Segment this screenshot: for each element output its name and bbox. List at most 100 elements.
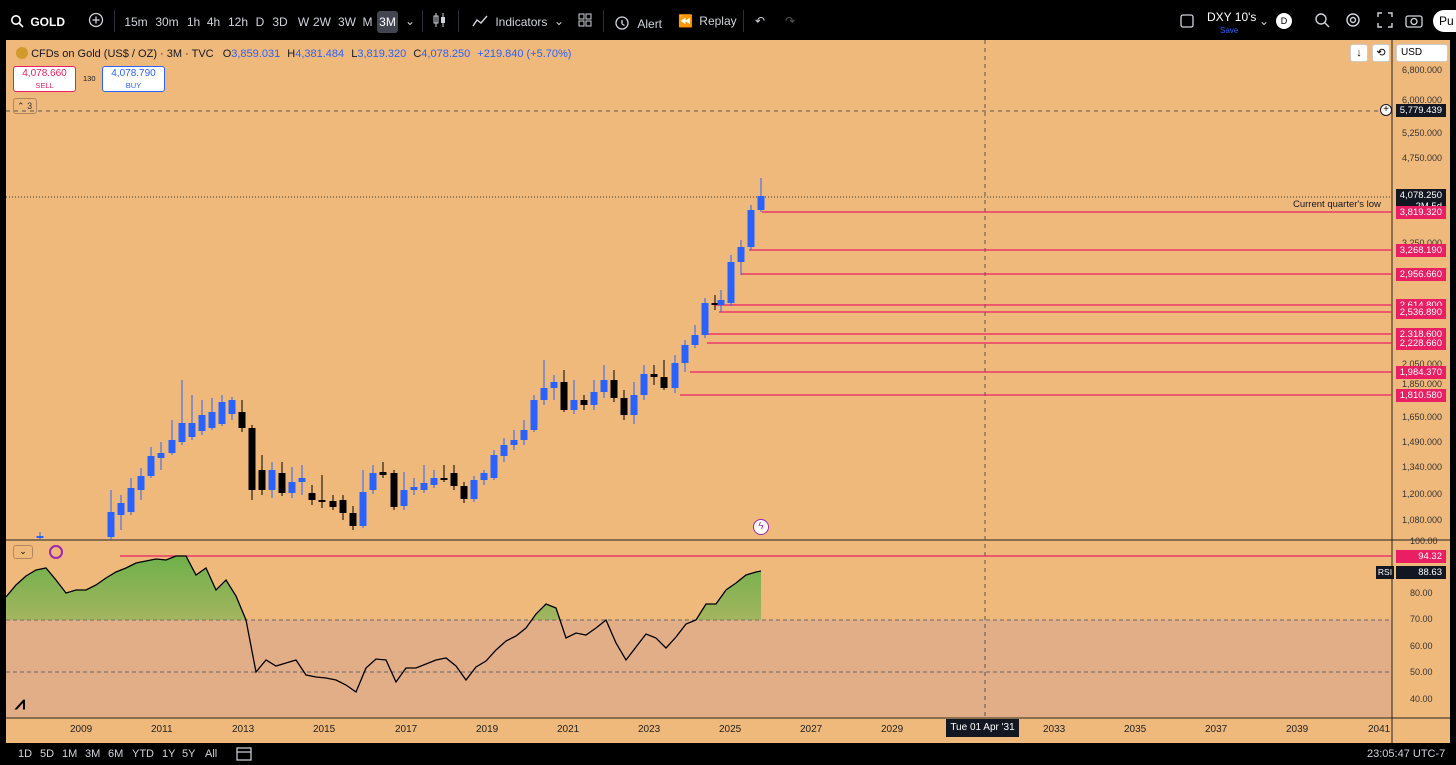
timeframe-2W[interactable]: 2W [313, 15, 331, 29]
plus-circle-icon [88, 12, 104, 28]
candle-body [590, 392, 598, 405]
range-all[interactable]: All [205, 748, 218, 760]
candle-body [717, 300, 725, 305]
chevron-down-icon[interactable]: ⌄ [1259, 14, 1270, 28]
range-5y[interactable]: 5Y [182, 748, 196, 760]
publish-button[interactable]: Pu [1433, 10, 1456, 32]
sell-label: SELL [35, 81, 54, 90]
rsi-tick: 60.00 [1410, 641, 1433, 651]
ohlc-low: L3,819.320 [351, 48, 407, 60]
candle-body [228, 400, 236, 414]
candle-body [460, 486, 468, 499]
timeframe-4h[interactable]: 4h [206, 15, 221, 29]
indicators-collapse-toggle[interactable]: ⌃ 3 [13, 98, 37, 114]
candle-body [430, 478, 438, 485]
chevron-down-icon[interactable]: ⌄ [405, 14, 416, 28]
divider [114, 10, 115, 32]
indicators-button[interactable]: Indicators [472, 12, 547, 30]
price-tick: 3,250.000 [1402, 238, 1443, 248]
time-tick: 2039 [1286, 724, 1309, 735]
time-tick: 2025 [719, 724, 742, 735]
undo-icon[interactable]: ↶ [755, 14, 766, 28]
candle-body [208, 412, 216, 428]
range-6m[interactable]: 6M [108, 748, 124, 760]
price-tick: 1,490.000 [1402, 437, 1443, 447]
layout-save-label[interactable]: Save [1220, 26, 1239, 35]
lightning-event-icon[interactable]: ϟ [753, 519, 769, 535]
candle-body [369, 473, 377, 490]
candle-body [600, 380, 608, 392]
timeframe-3W[interactable]: 3W [338, 15, 356, 29]
range-1y[interactable]: 1Y [162, 748, 176, 760]
candle-body [530, 400, 538, 430]
refresh-icon[interactable]: ⟲ [1372, 44, 1390, 62]
timeframe-1h[interactable]: 1h [186, 15, 201, 29]
rsi-level-tag: 94.32 [1396, 550, 1446, 563]
candle-body [127, 488, 135, 512]
alert-label: Alert [637, 17, 663, 31]
candle-body [701, 303, 709, 335]
layout-toggle[interactable] [1180, 12, 1194, 30]
price-tick: 6,000.000 [1402, 95, 1443, 105]
chevron-down-icon[interactable]: ⌄ [554, 14, 565, 28]
symbol-search[interactable]: GOLD [10, 12, 65, 30]
arrow-down-icon[interactable]: ↓ [1350, 44, 1368, 62]
candle-body [450, 473, 458, 486]
rsi-tick: 50.00 [1410, 667, 1433, 677]
buy-button[interactable]: 4,078.790 BUY [102, 66, 165, 92]
candle-body [727, 262, 735, 303]
timeframe-M[interactable]: M [362, 15, 373, 29]
price-tick: 1,850.000 [1402, 379, 1443, 389]
candle-body [36, 536, 44, 538]
timeframe-3D[interactable]: 3D [272, 15, 288, 29]
range-5d[interactable]: 5D [40, 748, 55, 760]
timeframe-30m[interactable]: 30m [155, 15, 179, 29]
price-tick: 2,050.000 [1402, 359, 1443, 369]
sell-button[interactable]: 4,078.660 SELL [13, 66, 76, 92]
candle-body [379, 472, 387, 475]
range-1m[interactable]: 1M [62, 748, 78, 760]
add-alert-icon[interactable]: + [1380, 104, 1392, 116]
range-ytd[interactable]: YTD [132, 748, 154, 760]
timeframe-3M[interactable]: 3M [377, 11, 398, 33]
chevron-up-icon: ⌃ [17, 101, 25, 111]
timeframe-15m[interactable]: 15m [124, 15, 148, 29]
candle-body [671, 363, 679, 388]
candle-body [520, 430, 528, 440]
timeframe-D[interactable]: D [255, 15, 265, 29]
timeframe-12h[interactable]: 12h [227, 15, 249, 29]
rsi-tick: 40.00 [1410, 694, 1433, 704]
grid-icon [578, 13, 592, 27]
buy-price: 4,078.790 [111, 68, 156, 79]
alert-button[interactable]: Alert [614, 12, 663, 31]
redo-icon[interactable]: ↷ [785, 14, 796, 28]
rsi-indicator-icon[interactable] [49, 545, 63, 559]
candle-body [137, 476, 145, 490]
time-tick: 2029 [881, 724, 904, 735]
candle-body [630, 395, 638, 415]
level-price-tag: 3,268.190 [1396, 244, 1446, 257]
rsi-collapse-toggle[interactable]: ⌄ [13, 545, 33, 559]
candle-body [268, 470, 276, 490]
clock-label[interactable]: 23:05:47 UTC-7 [1367, 748, 1446, 760]
time-tick: 2017 [395, 724, 418, 735]
crosshair-date-label: Tue 01 Apr '31 [946, 719, 1019, 737]
candle-body [480, 473, 488, 480]
layout-name[interactable]: DXY 10's [1207, 10, 1257, 24]
range-3m[interactable]: 3M [85, 748, 101, 760]
divider [458, 10, 459, 32]
candle-body [540, 388, 548, 400]
avatar[interactable]: D [1276, 13, 1292, 29]
candle-body [560, 382, 568, 410]
time-tick: 2035 [1124, 724, 1147, 735]
replay-button[interactable]: ⏪ Replay [678, 12, 737, 30]
candle-body [349, 513, 357, 526]
price-tick: 1,650.000 [1402, 412, 1443, 422]
candle-body [580, 400, 588, 405]
range-1d[interactable]: 1D [18, 748, 33, 760]
time-tick: 2021 [557, 724, 580, 735]
timeframe-W[interactable]: W [297, 15, 310, 29]
candle-body [318, 500, 326, 502]
candle-body [757, 196, 765, 210]
currency-select[interactable]: USD [1396, 44, 1448, 62]
